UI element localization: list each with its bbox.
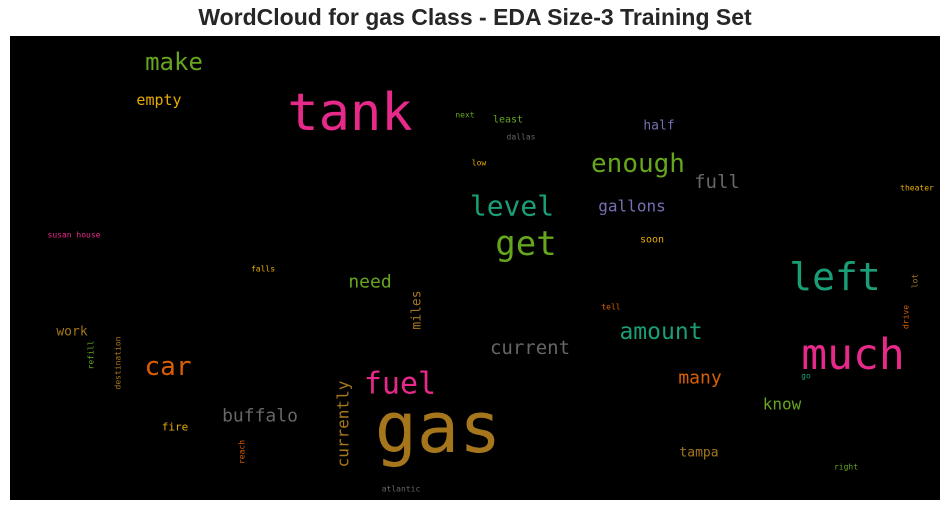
word-get: get (495, 224, 556, 264)
word-destination: destination (114, 336, 123, 389)
word-enough: enough (591, 149, 685, 179)
word-full: full (694, 171, 740, 193)
word-gallons: gallons (598, 197, 665, 216)
word-drive: drive (902, 305, 911, 329)
word-next: next (455, 111, 474, 120)
word-atlantic: atlantic (382, 485, 421, 494)
word-much: much (801, 330, 905, 380)
word-car: car (145, 352, 192, 382)
word-know: know (763, 395, 802, 414)
word-many: many (678, 368, 722, 389)
word-fire: fire (162, 421, 189, 434)
wordcloud-words: tank gas much left get fuel level enough car make… (48, 48, 935, 494)
word-fuel: fuel (364, 367, 436, 402)
word-soon: soon (640, 235, 664, 246)
word-empty: empty (136, 91, 181, 109)
word-amount: amount (619, 319, 702, 345)
chart-title: WordCloud for gas Class - EDA Size-3 Tra… (198, 4, 752, 30)
wordcloud-background (10, 36, 940, 500)
word-reach: reach (238, 440, 247, 464)
word-tell: tell (601, 303, 620, 312)
word-lot: lot (911, 274, 920, 289)
word-theater: theater (900, 184, 934, 193)
word-tank: tank (287, 83, 412, 143)
word-work: work (56, 325, 87, 340)
word-half: half (643, 119, 674, 134)
word-miles: miles (410, 290, 425, 329)
word-make: make (145, 48, 203, 76)
word-currently: currently (334, 380, 353, 467)
word-gas: gas (375, 387, 501, 469)
word-tampa: tampa (679, 446, 718, 461)
word-right: right (834, 463, 858, 472)
wordcloud-canvas: tank gas much left get fuel level enough car make… (10, 36, 940, 500)
word-buffalo: buffalo (222, 406, 298, 427)
word-need: need (348, 272, 391, 293)
word-dallas: dallas (507, 133, 536, 142)
word-go: go (801, 372, 811, 381)
word-susan-house: susan house (48, 231, 101, 240)
word-level: level (470, 190, 554, 223)
word-current: current (490, 337, 570, 359)
word-refill: refill (87, 340, 96, 369)
word-falls: falls (251, 265, 275, 274)
word-low: low (472, 159, 487, 168)
word-least: least (493, 115, 523, 126)
word-left: left (789, 255, 881, 299)
